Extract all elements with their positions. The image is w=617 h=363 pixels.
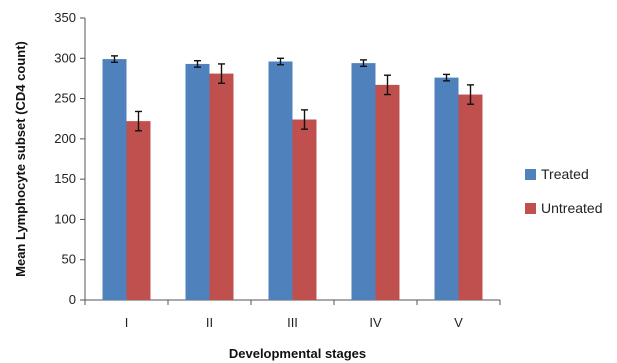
x-axis-title: Developmental stages <box>229 346 366 361</box>
y-tick-label: 50 <box>62 252 76 267</box>
y-tick-label: 200 <box>54 131 76 146</box>
y-tick-label: 300 <box>54 50 76 65</box>
bar-treated-IV <box>351 63 376 301</box>
x-tick-label: II <box>206 315 213 330</box>
y-tick-label: 100 <box>54 211 76 226</box>
error-bars-group <box>111 55 474 132</box>
legend-swatch-untreated <box>525 203 536 214</box>
y-tick-label: 350 <box>54 10 76 25</box>
bars-group <box>102 59 483 301</box>
bar-untreated-V <box>458 94 483 301</box>
x-tick-label: I <box>125 315 129 330</box>
x-tick-label: V <box>454 315 463 330</box>
bar-treated-III <box>268 61 293 300</box>
x-tick-label: III <box>287 315 298 330</box>
bar-untreated-I <box>126 121 151 300</box>
y-axis-title: Mean Lymphocyte subset (CD4 count) <box>13 41 28 277</box>
x-tick-label: IV <box>369 315 382 330</box>
y-tick-label: 150 <box>54 171 76 186</box>
y-tick-label: 0 <box>69 292 76 307</box>
y-tick-label: 250 <box>54 91 76 106</box>
bar-treated-I <box>102 59 127 300</box>
legend-swatch-treated <box>525 169 536 180</box>
bar-treated-V <box>434 77 459 300</box>
bar-treated-II <box>185 63 210 300</box>
legend-label-untreated: Untreated <box>541 200 602 216</box>
legend: Treated Untreated <box>525 166 602 216</box>
x-axis: I II III IV V <box>84 299 501 330</box>
bar-untreated-IV <box>375 84 400 300</box>
bar-untreated-III <box>292 119 317 301</box>
y-axis: 0 50 100 150 200 250 300 350 <box>54 10 86 307</box>
bar-untreated-II <box>209 73 234 300</box>
legend-label-treated: Treated <box>541 166 589 182</box>
